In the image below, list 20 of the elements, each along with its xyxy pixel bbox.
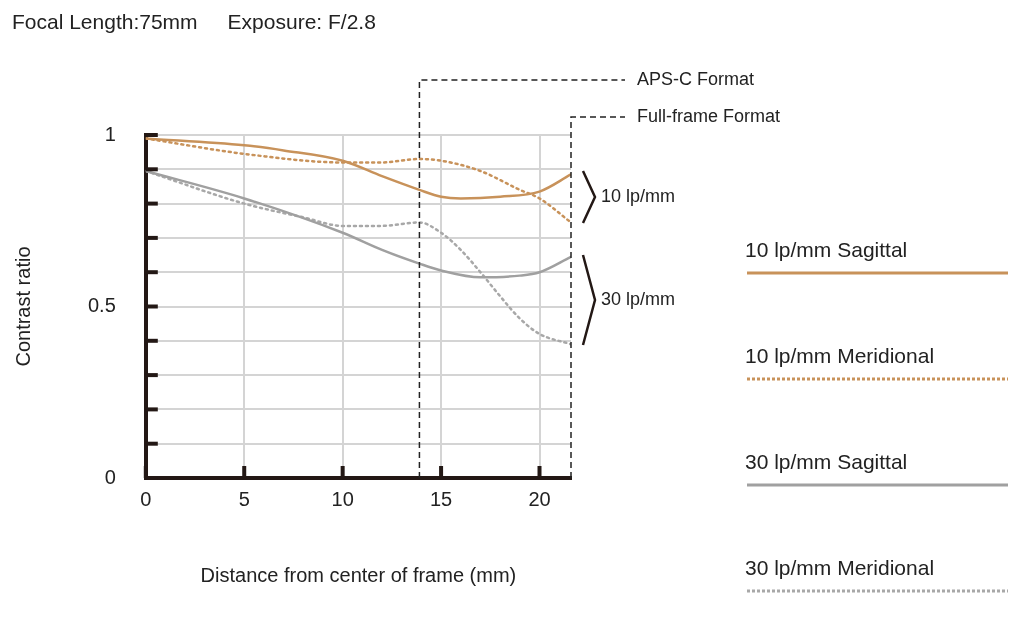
chart-subtitle: Exposure: F/2.8 <box>227 10 376 33</box>
annotation: 30 lp/mm <box>601 288 676 309</box>
x-tick-label: 20 <box>528 487 551 510</box>
x-tick-label: 0 <box>140 487 152 510</box>
x-tick-label: 5 <box>238 487 250 510</box>
text: 10 lp/mm Sagittal <box>745 238 909 262</box>
y-tick-label: 0 <box>104 465 116 488</box>
y-tick-label: 1 <box>104 122 116 145</box>
ref-line-label: Full-frame Format <box>637 105 781 126</box>
x-tick-label: 10 <box>331 487 354 510</box>
y-tick-label: 0.5 <box>87 294 116 317</box>
text: 10 lp/mm Meridional <box>745 344 936 368</box>
text: 30 lp/mm Meridional <box>745 556 936 580</box>
x-axis-title: Distance from center of frame (mm) <box>200 563 517 586</box>
y-axis-title: Contrast ratio <box>11 246 34 367</box>
text: 30 lp/mm Sagittal <box>745 450 909 474</box>
chart-title: Focal Length:75mm <box>12 10 198 33</box>
annotation: 10 lp/mm <box>601 185 676 206</box>
ref-line-label: APS-C Format <box>637 68 755 89</box>
x-tick-label: 15 <box>429 487 453 510</box>
